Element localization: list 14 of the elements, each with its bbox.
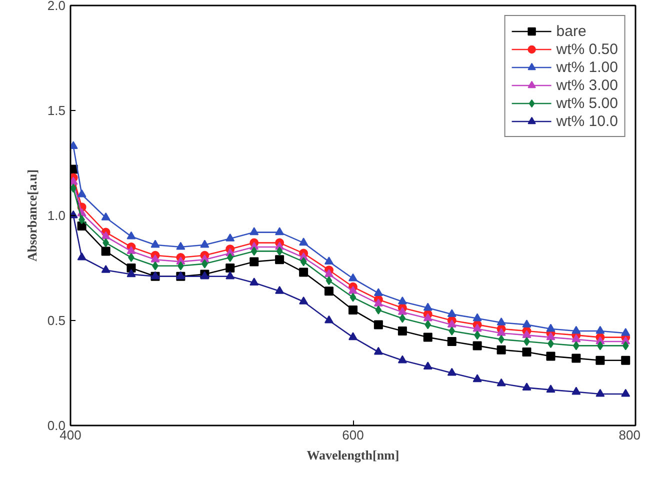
y-tick-label: 0.5 <box>47 313 66 328</box>
x-tick-label: 800 <box>618 428 641 442</box>
legend-label: wt% 3.00 <box>556 76 618 94</box>
y-tick-label: 1.5 <box>47 103 66 118</box>
legend-label: wt% 0.50 <box>556 40 618 58</box>
legend-label: bare <box>556 22 586 40</box>
y-tick-label: 1.0 <box>47 208 66 223</box>
legend-label: wt% 5.00 <box>556 94 618 112</box>
y-tick-label: 2.0 <box>47 0 66 13</box>
x-axis-title: Wavelength[nm] <box>306 448 400 462</box>
legend-label: wt% 10.0 <box>556 112 618 130</box>
y-axis-title: Absorbance[a.u] <box>24 169 40 262</box>
x-tick-label: 600 <box>342 428 364 442</box>
legend-label: wt% 1.00 <box>556 58 618 76</box>
